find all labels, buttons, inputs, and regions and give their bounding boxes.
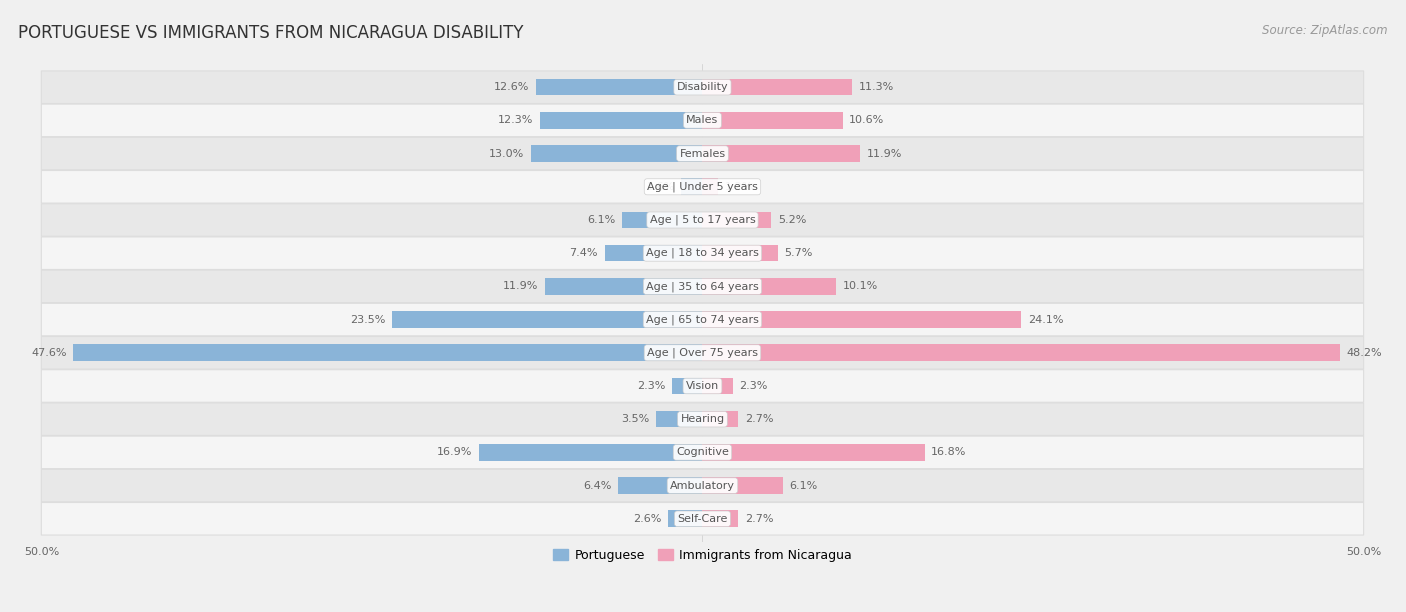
FancyBboxPatch shape (41, 137, 1364, 170)
Bar (703, 312, 1021, 328)
Text: Age | Over 75 years: Age | Over 75 years (647, 348, 758, 358)
Bar (392, 312, 703, 328)
Text: 12.6%: 12.6% (494, 82, 529, 92)
Text: 10.1%: 10.1% (842, 282, 877, 291)
Text: 2.3%: 2.3% (740, 381, 768, 391)
FancyBboxPatch shape (41, 204, 1364, 236)
Bar (621, 212, 703, 228)
FancyBboxPatch shape (41, 403, 1364, 436)
Legend: Portuguese, Immigrants from Nicaragua: Portuguese, Immigrants from Nicaragua (548, 544, 856, 567)
Text: Age | 5 to 17 years: Age | 5 to 17 years (650, 215, 755, 225)
Text: 23.5%: 23.5% (350, 315, 385, 324)
Text: Vision: Vision (686, 381, 718, 391)
Bar (703, 179, 718, 195)
FancyBboxPatch shape (41, 502, 1364, 535)
Text: 5.7%: 5.7% (785, 248, 813, 258)
FancyBboxPatch shape (41, 469, 1364, 502)
Text: Age | Under 5 years: Age | Under 5 years (647, 182, 758, 192)
Text: 2.6%: 2.6% (633, 514, 661, 524)
Text: 3.5%: 3.5% (621, 414, 650, 424)
Bar (540, 112, 703, 129)
FancyBboxPatch shape (41, 436, 1364, 469)
Bar (617, 477, 703, 494)
Bar (546, 278, 703, 295)
Bar (73, 345, 703, 361)
Text: Self-Care: Self-Care (678, 514, 728, 524)
Bar (703, 112, 842, 129)
Text: 11.9%: 11.9% (503, 282, 538, 291)
Text: Ambulatory: Ambulatory (671, 480, 735, 491)
Text: 12.3%: 12.3% (498, 116, 533, 125)
Text: 16.8%: 16.8% (931, 447, 966, 457)
Text: 2.3%: 2.3% (637, 381, 665, 391)
FancyBboxPatch shape (41, 270, 1364, 303)
FancyBboxPatch shape (41, 370, 1364, 402)
Bar (703, 145, 860, 162)
Bar (703, 378, 733, 394)
FancyBboxPatch shape (41, 337, 1364, 369)
Bar (703, 245, 778, 261)
Text: 47.6%: 47.6% (31, 348, 66, 358)
FancyBboxPatch shape (41, 237, 1364, 269)
Bar (703, 411, 738, 428)
Bar (703, 477, 783, 494)
Text: 2.7%: 2.7% (745, 414, 773, 424)
Text: Hearing: Hearing (681, 414, 724, 424)
FancyBboxPatch shape (41, 71, 1364, 103)
Bar (703, 510, 738, 527)
Bar (703, 278, 837, 295)
Bar (703, 79, 852, 95)
Text: Females: Females (679, 149, 725, 159)
Text: Age | 18 to 34 years: Age | 18 to 34 years (645, 248, 759, 258)
Text: 2.7%: 2.7% (745, 514, 773, 524)
Text: 13.0%: 13.0% (489, 149, 524, 159)
Text: PORTUGUESE VS IMMIGRANTS FROM NICARAGUA DISABILITY: PORTUGUESE VS IMMIGRANTS FROM NICARAGUA … (18, 24, 524, 42)
Bar (668, 510, 703, 527)
Text: 6.1%: 6.1% (790, 480, 818, 491)
Text: 48.2%: 48.2% (1347, 348, 1382, 358)
Bar (672, 378, 703, 394)
Text: 1.6%: 1.6% (647, 182, 675, 192)
Text: Age | 65 to 74 years: Age | 65 to 74 years (645, 315, 759, 325)
FancyBboxPatch shape (41, 104, 1364, 136)
Bar (682, 179, 703, 195)
Text: Males: Males (686, 116, 718, 125)
FancyBboxPatch shape (41, 171, 1364, 203)
FancyBboxPatch shape (41, 304, 1364, 336)
Text: 11.3%: 11.3% (859, 82, 894, 92)
Bar (479, 444, 703, 461)
Text: Age | 35 to 64 years: Age | 35 to 64 years (647, 281, 759, 292)
Text: 5.2%: 5.2% (778, 215, 806, 225)
Text: 6.1%: 6.1% (586, 215, 616, 225)
Bar (536, 79, 703, 95)
Text: Disability: Disability (676, 82, 728, 92)
Text: 16.9%: 16.9% (437, 447, 472, 457)
Text: Source: ZipAtlas.com: Source: ZipAtlas.com (1263, 24, 1388, 37)
Text: 7.4%: 7.4% (569, 248, 598, 258)
Text: 24.1%: 24.1% (1028, 315, 1063, 324)
Bar (605, 245, 703, 261)
Bar (703, 212, 772, 228)
Text: 10.6%: 10.6% (849, 116, 884, 125)
Bar (530, 145, 703, 162)
Bar (703, 345, 1340, 361)
Text: Cognitive: Cognitive (676, 447, 728, 457)
Text: 1.2%: 1.2% (725, 182, 754, 192)
Text: 11.9%: 11.9% (866, 149, 901, 159)
Bar (657, 411, 703, 428)
Text: 6.4%: 6.4% (583, 480, 612, 491)
Bar (703, 444, 925, 461)
